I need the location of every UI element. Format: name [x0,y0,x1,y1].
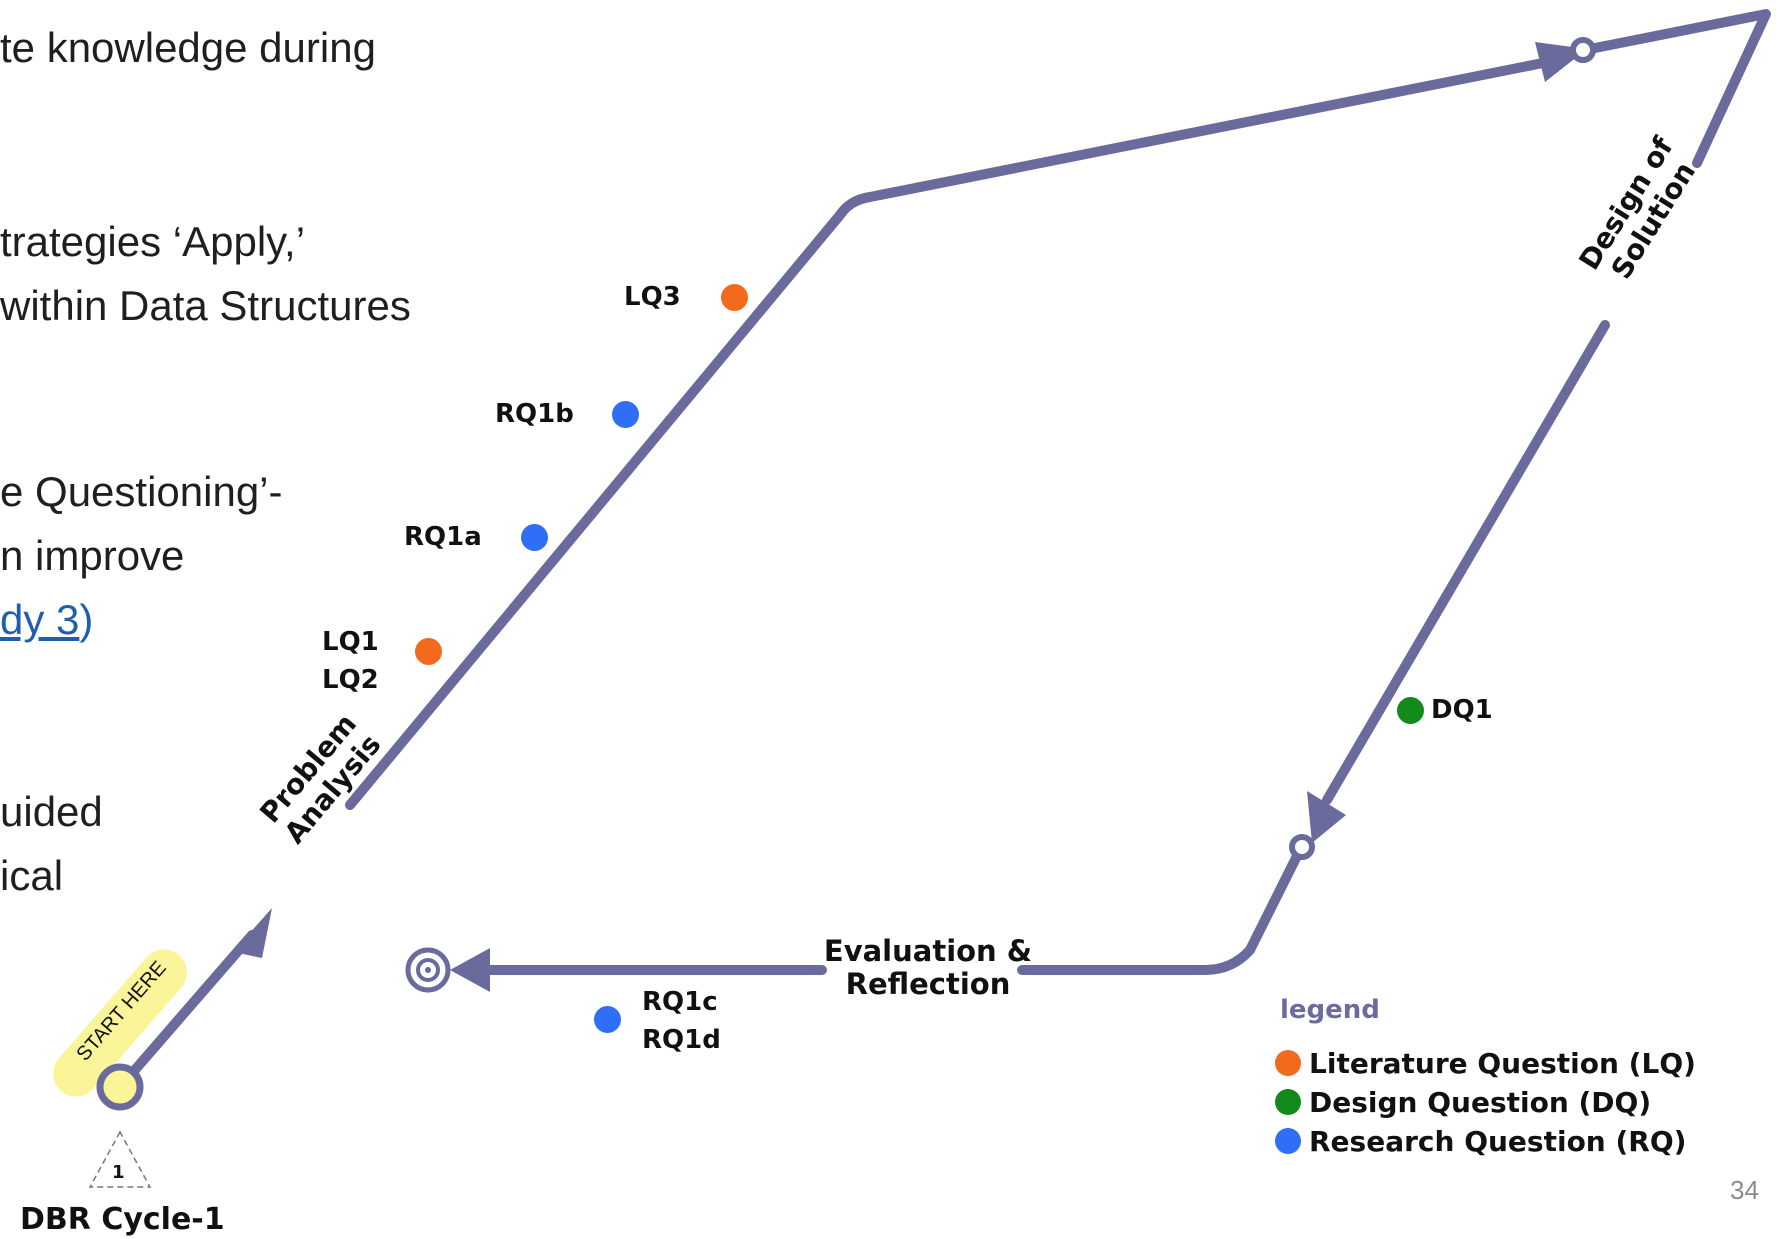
start-node [96,1063,144,1111]
path-start-segment [115,930,257,1092]
slide-text-line-1: te knowledge during [0,24,376,71]
slide-text-line-7: uided [0,788,103,835]
legend-literature-dot [1275,1050,1301,1076]
label-dq1: DQ1 [1431,695,1493,725]
dot-rq1c-rq1d [594,1006,621,1033]
phase-evaluation-reflection: Evaluation & Reflection [818,934,1038,1002]
legend-item-literature: Literature Question (LQ) [1275,1045,1696,1081]
study-link[interactable]: dy 3 [0,596,80,643]
label-rq1d: RQ1d [642,1025,721,1055]
dot-rq1b [612,401,639,428]
label-rq1a: RQ1a [404,522,482,552]
path-to-evaluation [1017,845,1305,975]
cycle-label: DBR Cycle-1 [20,1202,225,1237]
legend-title: legend [1280,995,1380,1025]
legend-item-research: Research Question (RQ) [1275,1123,1686,1159]
node-top [1570,37,1596,63]
path-problem-analysis [345,55,1563,810]
legend-design-dot [1275,1089,1301,1115]
dot-lq1-lq2 [415,638,442,665]
start-highlight [53,949,187,1097]
slide-text-line-6: dy 3) [0,596,93,644]
phase-eval-line2: Reflection [845,967,1011,1002]
legend-literature-label: Literature Question (LQ) [1309,1046,1696,1080]
legend-research-dot [1275,1128,1301,1154]
label-lq3: LQ3 [624,282,681,312]
legend-item-design: Design Question (DQ) [1275,1084,1651,1120]
arrowhead-end [450,948,490,992]
slide-text-line-3: within Data Structures [0,282,411,329]
cycle-triangle-icon [88,1130,152,1188]
dot-rq1a [521,524,548,551]
slide-text-line-8: ical [0,852,64,899]
slide-text-line-4: e Questioning’- [0,468,283,515]
legend-design-label: Design Question (DQ) [1309,1085,1652,1119]
arrowhead-evaluation-in [1307,791,1346,843]
node-design-bottom [1289,834,1315,860]
dot-dq1 [1397,697,1424,724]
label-lq1: LQ1 [322,627,379,657]
legend-research-label: Research Question (RQ) [1309,1124,1687,1158]
arrowhead-problem-analysis [233,908,272,958]
slide-text-line-2: trategies ‘Apply,’ [0,218,306,265]
cycle-number: 1 [112,1162,125,1183]
phase-eval-line1: Evaluation & [823,934,1033,968]
path-top-right [1580,9,1771,168]
slide-text-line-5: n improve [0,532,185,579]
label-lq2: LQ2 [322,665,379,695]
label-rq1b: RQ1b [495,399,574,429]
path-design-of-solution [1322,320,1610,805]
page-number: 34 [1730,1175,1759,1205]
dot-lq3 [721,284,748,311]
link-close-paren: ) [79,596,94,643]
label-rq1c: RQ1c [642,987,718,1017]
